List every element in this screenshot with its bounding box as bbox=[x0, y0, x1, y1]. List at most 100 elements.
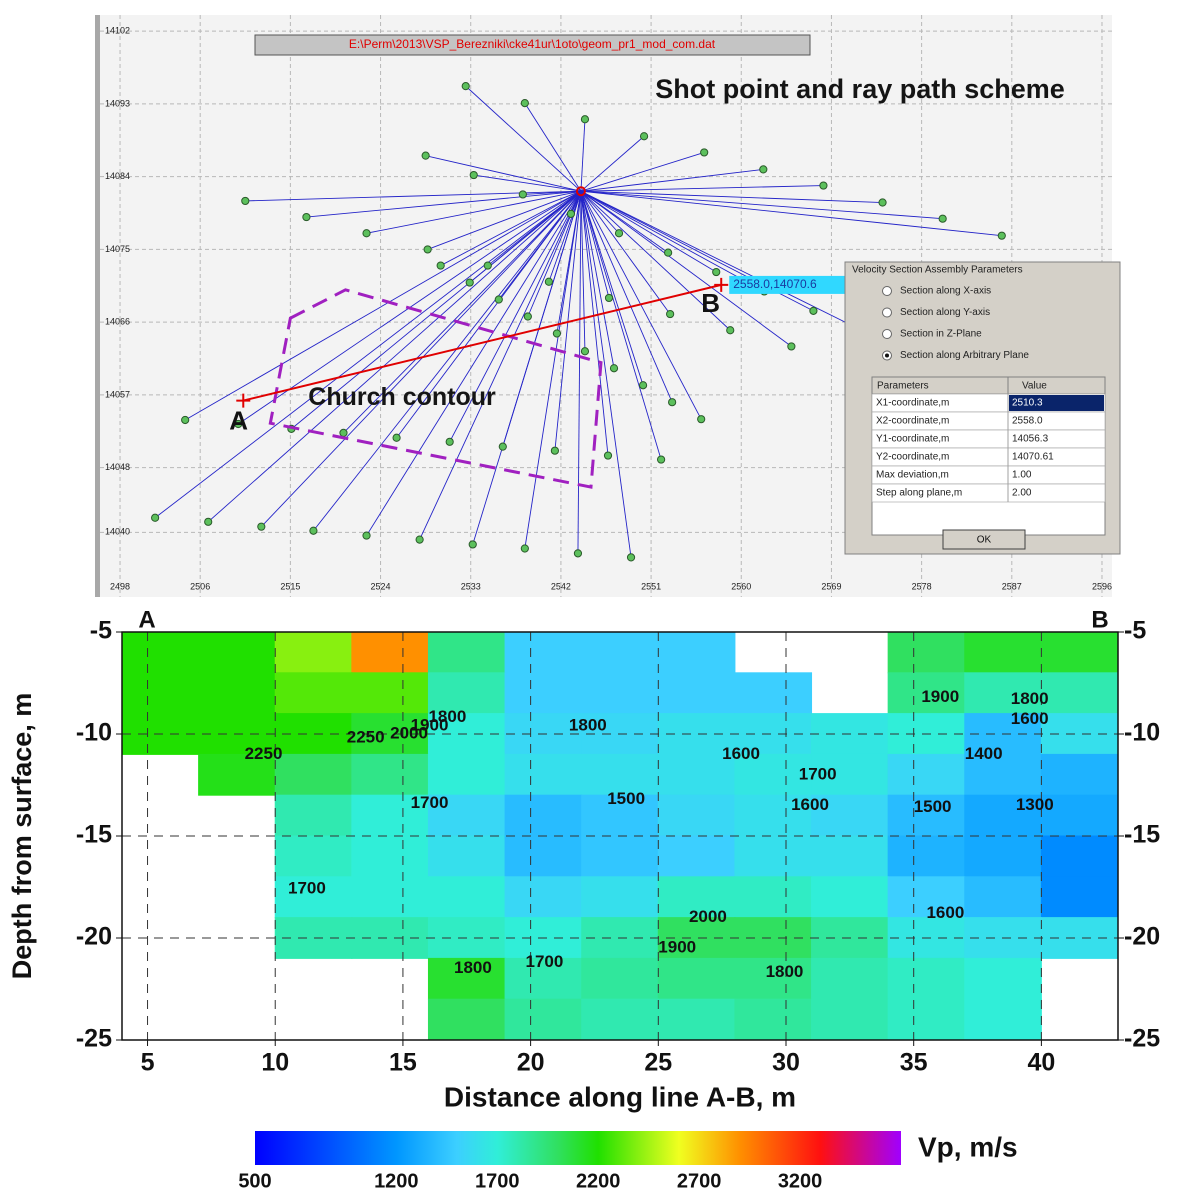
contour-value: 1800 bbox=[569, 715, 607, 734]
x-tick-label: 2587 bbox=[1002, 581, 1022, 591]
contour-value: 1600 bbox=[926, 903, 964, 922]
receiver bbox=[726, 326, 735, 335]
ray bbox=[440, 190, 582, 266]
contour-value: 1400 bbox=[965, 744, 1003, 763]
receiver bbox=[302, 212, 311, 222]
velocity-cell bbox=[964, 835, 1042, 878]
receiver bbox=[809, 306, 818, 315]
receiver bbox=[494, 295, 503, 304]
receiver bbox=[604, 293, 614, 303]
radio bbox=[882, 286, 892, 296]
contour-value: 1300 bbox=[1016, 795, 1054, 814]
receiver bbox=[151, 513, 160, 522]
velocity-cell bbox=[504, 794, 583, 837]
y-tick-label: -5 bbox=[90, 617, 112, 645]
receiver bbox=[523, 312, 532, 321]
velocity-cell bbox=[964, 753, 1042, 796]
parameter-value: 14070.61 bbox=[1012, 452, 1054, 463]
point-label: A bbox=[229, 405, 248, 435]
table-row bbox=[871, 483, 1106, 503]
velocity-cell bbox=[734, 753, 813, 796]
velocity-cell bbox=[887, 876, 966, 919]
velocity-cell bbox=[887, 794, 966, 837]
parameter-name: Max deviation,m bbox=[876, 470, 949, 481]
y-axis-title: Depth from surface, m bbox=[7, 693, 37, 980]
corner-label: B bbox=[1091, 606, 1108, 633]
receiver bbox=[566, 209, 576, 218]
receiver bbox=[520, 544, 529, 553]
ray bbox=[580, 190, 765, 292]
velocity-cell bbox=[581, 998, 659, 1041]
contour-value: 1800 bbox=[1011, 689, 1049, 708]
y-tick-label: 14066 bbox=[105, 317, 130, 327]
x-tick-label: 2569 bbox=[821, 581, 841, 591]
y2-tick-label: -15 bbox=[1124, 821, 1160, 849]
receiver bbox=[469, 170, 478, 180]
velocity-cell bbox=[964, 998, 1042, 1041]
velocity-cell bbox=[657, 794, 736, 837]
velocity-cell bbox=[811, 876, 889, 919]
colorbar bbox=[255, 1131, 901, 1165]
receiver bbox=[657, 455, 666, 464]
parameter-value: 2.00 bbox=[1012, 488, 1032, 499]
velocity-cell bbox=[427, 753, 506, 796]
ray bbox=[366, 190, 582, 234]
contour-value: 2000 bbox=[390, 723, 428, 742]
velocity-cell bbox=[964, 794, 1042, 837]
x-tick-label: 2596 bbox=[1092, 581, 1112, 591]
x-tick-label: 40 bbox=[1027, 1049, 1055, 1077]
y-tick-label: -15 bbox=[76, 821, 112, 849]
corner-label: A bbox=[138, 606, 155, 633]
velocity-cell bbox=[964, 672, 1042, 715]
receiver bbox=[819, 181, 828, 190]
velocity-cell bbox=[351, 876, 429, 919]
velocity-cell bbox=[121, 672, 200, 715]
colorbar-tick-label: 500 bbox=[238, 1170, 271, 1192]
velocity-cell bbox=[351, 631, 429, 674]
table-header-cell: Parameters bbox=[877, 381, 929, 392]
ray bbox=[580, 191, 610, 299]
receiver bbox=[550, 446, 559, 455]
ray bbox=[449, 191, 582, 443]
parameter-value: 2510.3 bbox=[1012, 398, 1043, 409]
velocity-cell bbox=[504, 631, 583, 674]
receiver bbox=[614, 229, 624, 238]
radio-label: Section along Y-axis bbox=[900, 307, 990, 318]
velocity-cell bbox=[657, 672, 736, 715]
receiver bbox=[609, 364, 619, 373]
velocity-cell bbox=[274, 631, 353, 674]
x-tick-label: 30 bbox=[772, 1049, 800, 1077]
colorbar-title: Vp, m/s bbox=[918, 1131, 1018, 1162]
receiver bbox=[552, 329, 562, 338]
ray bbox=[306, 190, 581, 218]
velocity-cell bbox=[811, 794, 889, 837]
ray bbox=[207, 190, 582, 523]
ray bbox=[554, 191, 582, 451]
endpoint-marker bbox=[714, 277, 729, 292]
ray bbox=[580, 190, 792, 347]
receiver bbox=[436, 261, 445, 270]
contour-value: 1800 bbox=[428, 707, 466, 726]
ray bbox=[366, 190, 582, 536]
ray bbox=[580, 191, 609, 456]
velocity-cell bbox=[274, 672, 353, 715]
parameter-name: X2-coordinate,m bbox=[876, 416, 949, 427]
ok-label: OK bbox=[977, 535, 992, 546]
receiver bbox=[580, 347, 590, 356]
receiver bbox=[461, 82, 470, 91]
velocity-cell bbox=[581, 672, 659, 715]
x-axis-title: Distance along line A-B, m bbox=[444, 1081, 796, 1112]
receiver bbox=[638, 381, 648, 390]
velocity-cell bbox=[657, 631, 736, 674]
colorbar-tick-label: 1700 bbox=[475, 1170, 520, 1192]
receiver bbox=[666, 309, 675, 319]
contour-value: 1700 bbox=[411, 793, 449, 812]
ray bbox=[473, 174, 582, 192]
velocity-cell bbox=[887, 957, 966, 1000]
ok-button[interactable] bbox=[942, 529, 1026, 550]
contour-value: 2250 bbox=[245, 744, 283, 763]
y-tick-label: -10 bbox=[76, 719, 112, 747]
selected-cell bbox=[1009, 395, 1104, 411]
ray bbox=[427, 190, 582, 250]
